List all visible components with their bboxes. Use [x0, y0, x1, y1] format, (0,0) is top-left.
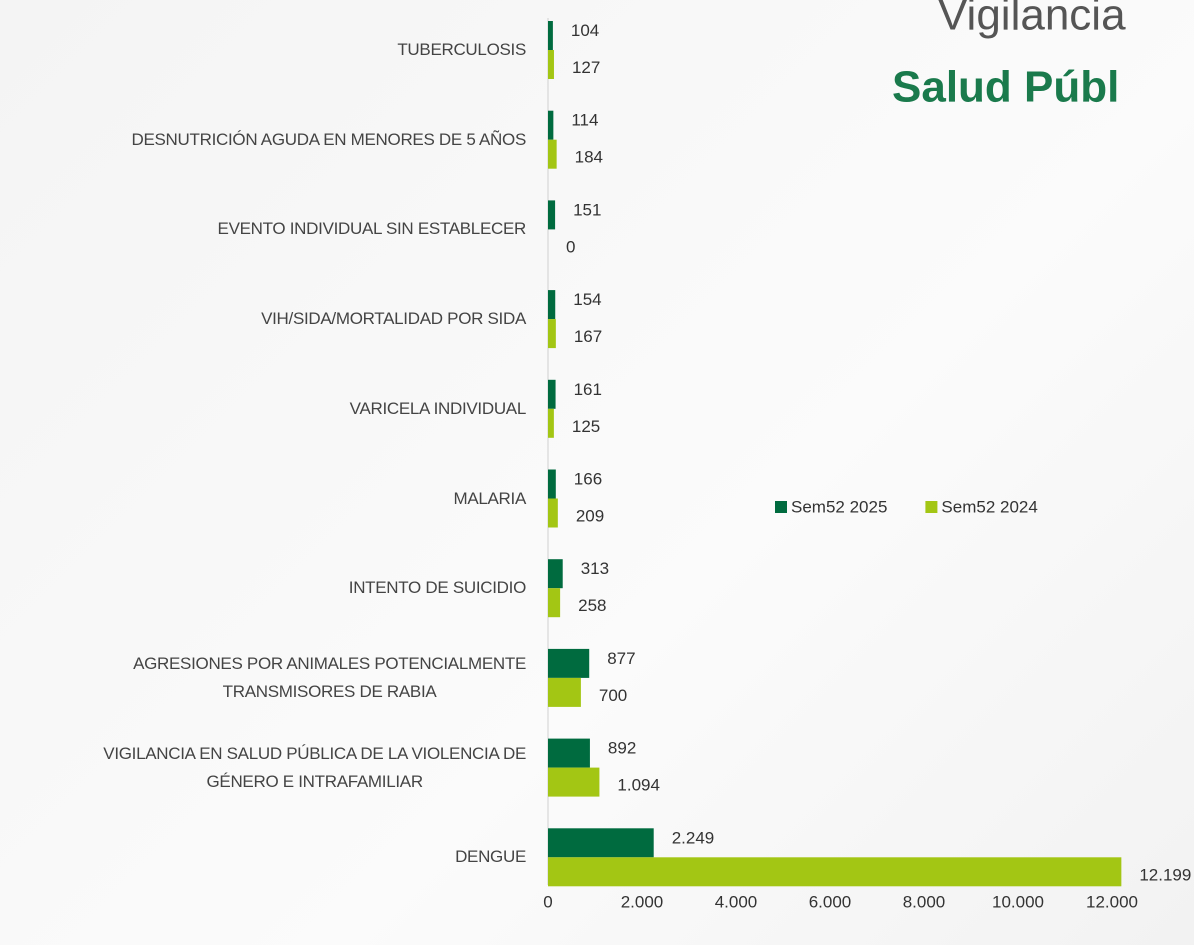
data-label: 154	[573, 290, 601, 309]
data-label: 877	[607, 649, 635, 668]
x-tick-label: 6.000	[809, 892, 852, 911]
data-label: 0	[566, 237, 575, 256]
bar	[548, 828, 654, 858]
data-label: 166	[574, 469, 602, 488]
bar	[548, 767, 600, 797]
data-label: 161	[574, 380, 602, 399]
data-label: 258	[578, 596, 606, 615]
bar	[548, 379, 556, 409]
bar	[548, 50, 554, 79]
x-tick-label: 0	[543, 892, 552, 911]
data-label: 209	[576, 506, 604, 525]
x-tick-label: 2.000	[621, 892, 664, 911]
data-label: 1.094	[617, 776, 660, 795]
bar	[548, 21, 553, 50]
data-label: 104	[571, 21, 599, 40]
legend-label: Sem52 2024	[941, 497, 1037, 516]
title-line: Salud Públ	[892, 63, 1119, 112]
category-label: INTENTO DE SUICIDIO	[348, 578, 527, 598]
category-label: TUBERCULOSIS	[397, 40, 526, 59]
data-label: 167	[574, 327, 602, 346]
bar	[548, 139, 557, 169]
data-label: 184	[575, 148, 603, 167]
bar	[548, 677, 581, 707]
data-label: 892	[608, 739, 636, 758]
x-tick-label: 8.000	[903, 892, 946, 911]
data-label: 127	[572, 58, 600, 77]
category-label: VARICELA INDIVIDUAL	[349, 398, 527, 418]
x-tick-label: 12.000	[1086, 892, 1138, 911]
bar	[548, 648, 590, 678]
bar	[548, 498, 558, 528]
bar	[548, 110, 554, 140]
bar	[548, 319, 556, 349]
bar	[548, 559, 563, 589]
legend-swatch	[775, 501, 787, 513]
legend-swatch	[925, 501, 938, 513]
bar	[548, 857, 1122, 887]
data-label: 114	[571, 111, 598, 130]
category-label: DENGUE	[455, 847, 526, 867]
category-label: AGRESIONES POR ANIMALES POTENCIALMENTE T…	[133, 653, 526, 701]
bar	[548, 588, 561, 618]
bar	[548, 469, 556, 499]
category-label: MALARIA	[453, 488, 526, 508]
data-label: 700	[599, 686, 627, 705]
x-tick-label: 10.000	[992, 892, 1044, 911]
bar	[548, 738, 590, 768]
legend-label: Sem52 2025	[791, 497, 887, 516]
data-label: 151	[573, 200, 601, 219]
category-label: DESNUTRICIÓN AGUDA EN MENORES DE 5 AÑOS	[131, 129, 527, 149]
bar	[548, 408, 554, 438]
category-label: VIH/SIDA/MORTALIDAD POR SIDA	[261, 309, 526, 329]
title-line: Vigilancia	[938, 0, 1126, 40]
data-label: 2.249	[672, 828, 715, 847]
category-label: VIGILANCIA EN SALUD PÚBLICA DE LA VIOLEN…	[103, 743, 526, 791]
x-tick-label: 4.000	[715, 892, 758, 911]
category-label: EVENTO INDIVIDUAL SIN ESTABLECER	[217, 219, 527, 239]
data-label: 313	[581, 559, 609, 578]
bar	[548, 290, 556, 320]
data-label: 12.199	[1139, 865, 1191, 884]
bar	[548, 200, 556, 230]
data-label: 125	[572, 417, 600, 436]
